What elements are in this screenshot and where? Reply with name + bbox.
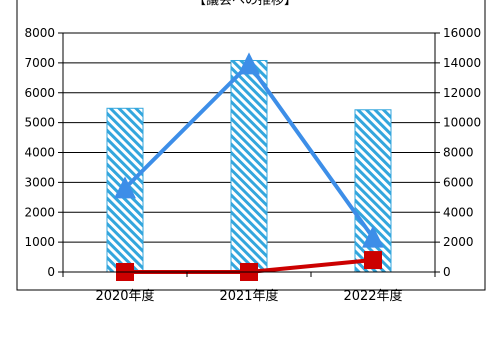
right-tick-label: 6000	[443, 175, 474, 189]
left-tick-label: 0	[47, 265, 55, 279]
x-tick-label: 2021年度	[219, 288, 278, 304]
chart-frame	[16, 0, 486, 291]
triangle-marker	[362, 225, 384, 248]
left-tick-label: 8000	[24, 26, 55, 40]
left-tick-label: 1000	[24, 235, 55, 249]
right-tick-label: 2000	[443, 235, 474, 249]
bar	[230, 59, 268, 273]
right-tick-label: 10000	[443, 116, 481, 130]
left-tick-label: 4000	[24, 146, 55, 160]
right-tick-label: 16000	[443, 26, 481, 40]
right-tick-label: 12000	[443, 86, 481, 100]
right-tick-label: 8000	[443, 146, 474, 160]
left-tick-label: 3000	[24, 175, 55, 189]
right-tick-label: 0	[443, 265, 451, 279]
bar-series	[106, 59, 392, 273]
axes: 0 1000 2000 3000 4000 5000 6000 7000 8000 0 2000 40…	[24, 26, 481, 304]
chart-title: 【議会への推移】	[193, 0, 297, 8]
triangle-marker	[114, 176, 136, 199]
bar	[106, 107, 144, 273]
triangle-marker	[238, 52, 260, 75]
left-tick-label: 6000	[24, 86, 55, 100]
bar	[354, 109, 392, 273]
left-tick-label: 5000	[24, 116, 55, 130]
left-tick-label: 7000	[24, 56, 55, 70]
x-tick-label: 2020年度	[95, 288, 154, 304]
x-tick-label: 2022年度	[343, 288, 402, 304]
right-tick-label: 4000	[443, 205, 474, 219]
square-marker	[364, 251, 382, 270]
right-tick-label: 14000	[443, 56, 481, 70]
left-tick-label: 2000	[24, 205, 55, 219]
